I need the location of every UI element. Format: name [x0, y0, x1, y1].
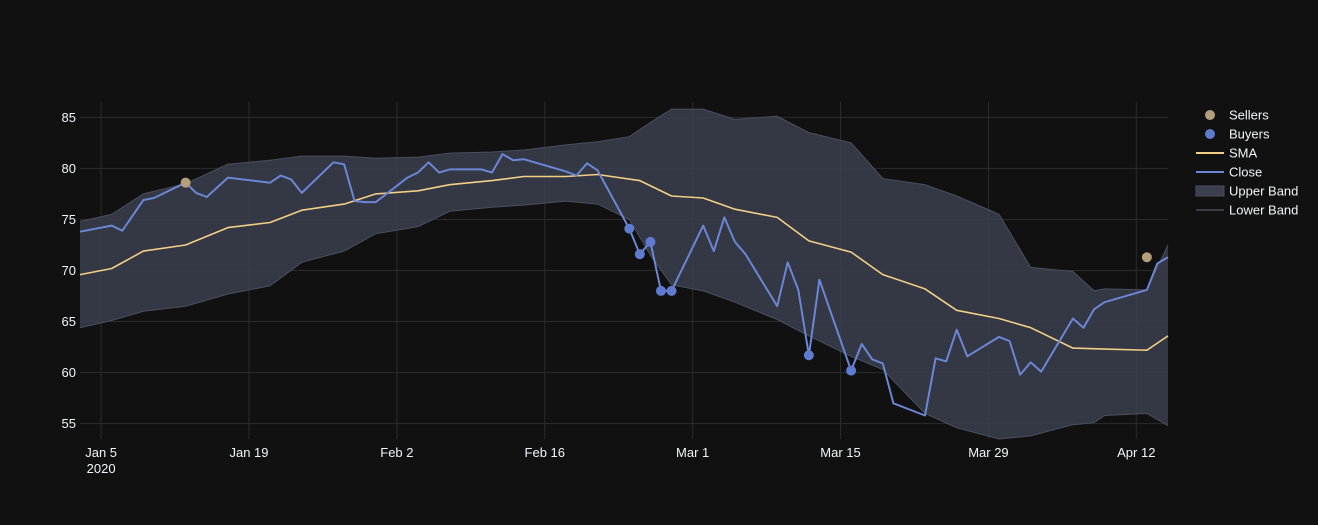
x-tick-label: Jan 19	[229, 445, 268, 460]
legend-item-sellers[interactable]: Sellers	[1205, 108, 1269, 123]
x-tick-sublabel: 2020	[87, 461, 116, 476]
legend-label: Sellers	[1229, 108, 1269, 123]
x-tick-label: Apr 12	[1117, 445, 1155, 460]
lower-band-line	[79, 200, 1169, 440]
buyers-marker	[624, 223, 635, 234]
y-tick-label: 85	[62, 110, 76, 125]
series-markers	[180, 177, 1152, 376]
legend-swatch	[1205, 110, 1215, 120]
legend-swatch	[1195, 185, 1225, 197]
sma-line	[79, 173, 1169, 352]
legend-item-lower-band[interactable]: Lower Band	[1196, 203, 1298, 218]
legend-label: Close	[1229, 165, 1262, 180]
y-tick-label: 75	[62, 212, 76, 227]
upper-band-line	[79, 108, 1169, 292]
legend: Sellers Buyers SMA Close Upper Band Lower Ban…	[1195, 108, 1298, 218]
close-line	[79, 153, 1169, 417]
x-tick-label: Feb 2	[380, 445, 413, 460]
legend-label: Buyers	[1229, 127, 1270, 142]
legend-item-upper-band[interactable]: Upper Band	[1195, 184, 1298, 199]
x-tick-label: Jan 5	[85, 445, 117, 460]
x-tick-label: Mar 29	[968, 445, 1008, 460]
legend-label: Lower Band	[1229, 203, 1298, 218]
y-tick-label: 70	[62, 263, 76, 278]
y-tick-label: 65	[62, 314, 76, 329]
y-tick-label: 80	[62, 161, 76, 176]
buyers-marker	[645, 236, 656, 247]
series-lines	[79, 153, 1169, 417]
buyers-marker	[655, 285, 666, 296]
y-tick-label: 55	[62, 416, 76, 431]
legend-item-close[interactable]: Close	[1196, 165, 1262, 180]
y-tick-label: 60	[62, 365, 76, 380]
grid	[80, 102, 1168, 439]
legend-item-buyers[interactable]: Buyers	[1205, 127, 1270, 142]
y-axis: 55 60 65 70 75 80 85	[62, 110, 76, 431]
x-tick-label: Feb 16	[525, 445, 565, 460]
buyers-marker	[634, 249, 645, 260]
legend-swatch	[1205, 129, 1215, 139]
buyers-marker	[846, 365, 857, 376]
sellers-marker	[1141, 252, 1152, 263]
sellers-marker	[180, 177, 191, 188]
buyers-marker	[666, 285, 677, 296]
buyers-marker	[803, 350, 814, 361]
x-tick-label: Mar 1	[676, 445, 709, 460]
legend-label: SMA	[1229, 146, 1258, 161]
legend-item-sma[interactable]: SMA	[1196, 146, 1258, 161]
legend-label: Upper Band	[1229, 184, 1298, 199]
x-tick-label: Mar 15	[820, 445, 860, 460]
